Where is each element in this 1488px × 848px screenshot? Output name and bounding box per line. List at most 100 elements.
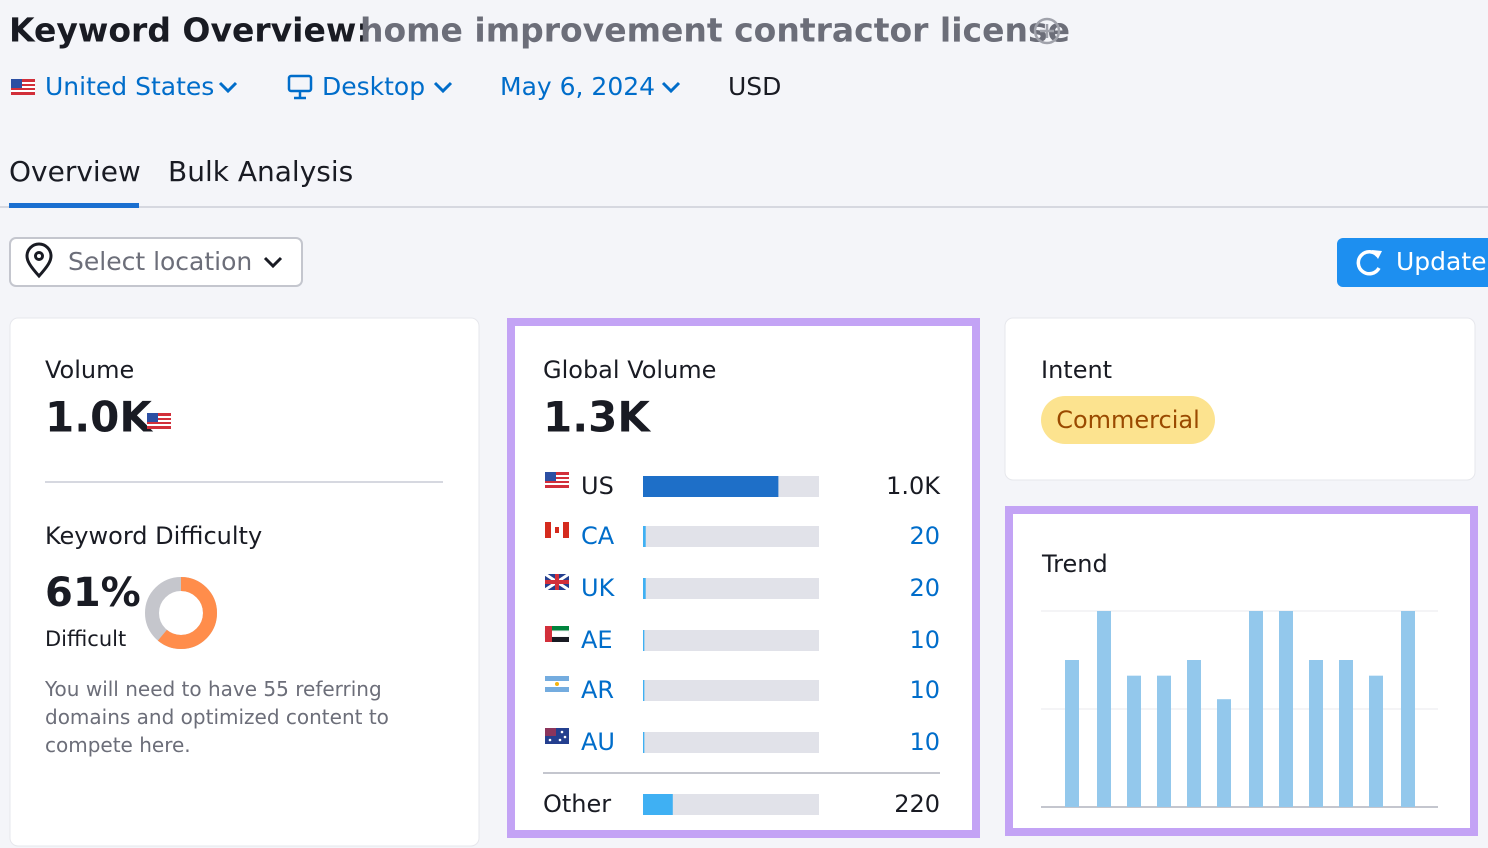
intent-badge <box>1041 396 1215 444</box>
flag-part <box>545 626 569 631</box>
trend-bar <box>1065 660 1079 807</box>
pin-icon <box>25 242 53 279</box>
trend-title: Trend <box>1041 550 1108 578</box>
intent-label: Intent <box>1041 356 1112 384</box>
bar-track <box>643 526 819 547</box>
trend-bar <box>1401 611 1415 807</box>
chevron <box>433 81 453 94</box>
flag-part <box>545 580 569 584</box>
tab-underline <box>9 203 139 208</box>
flag-part <box>548 738 552 742</box>
kd-label: Keyword Difficulty <box>45 522 262 550</box>
value-label: 20 <box>909 574 940 602</box>
country-flag <box>11 79 35 95</box>
volume-value: 1.0K <box>45 393 153 442</box>
refresh-icon <box>1372 250 1382 259</box>
trend-bar <box>1187 660 1201 807</box>
flag <box>545 728 569 744</box>
value-label: 10 <box>909 626 940 654</box>
value-label: 1.0K <box>886 472 941 500</box>
flag <box>544 572 570 592</box>
donut-value <box>145 577 217 649</box>
card-highlighted <box>1005 506 1478 836</box>
flag-part <box>545 687 569 692</box>
flag-part <box>545 676 569 681</box>
trend-bar <box>1309 660 1323 807</box>
bar-track <box>643 794 819 815</box>
flag-part <box>555 527 559 533</box>
trend-bar <box>1249 611 1263 807</box>
flag-part <box>545 626 552 642</box>
flag-part <box>555 682 559 686</box>
country-code: CA <box>581 522 615 550</box>
chevron <box>661 81 681 94</box>
tab[interactable]: Overview <box>9 155 141 188</box>
value-label: 10 <box>909 676 940 704</box>
flag-part <box>545 479 569 481</box>
bar <box>643 526 646 547</box>
date-selector[interactable]: May 6, 2024 <box>500 72 655 101</box>
value-label: 10 <box>909 728 940 756</box>
trend-bar <box>1339 660 1353 807</box>
bar-track <box>643 630 819 651</box>
desktop-icon <box>287 74 313 100</box>
chevron <box>218 81 238 94</box>
kd-level: Difficult <box>45 627 126 651</box>
flag-part <box>560 730 564 734</box>
flag <box>544 626 570 642</box>
bar <box>643 794 673 815</box>
flag-part <box>545 475 569 477</box>
tab-separator <box>0 206 1488 208</box>
flag-part <box>545 522 551 538</box>
kd-value: 61% <box>45 570 141 616</box>
flag <box>545 522 569 538</box>
kd-note: You will need to have 55 referring domain… <box>44 677 389 757</box>
trend-bar <box>1127 675 1141 807</box>
bar <box>643 630 645 651</box>
flag <box>545 676 569 692</box>
update-button[interactable] <box>1337 238 1488 287</box>
divider <box>543 772 940 774</box>
country-selector[interactable]: United States <box>45 72 214 101</box>
value-label: 220 <box>894 790 940 818</box>
trend-bar <box>1279 611 1293 807</box>
bar-track <box>643 578 819 599</box>
bar <box>643 680 645 701</box>
currency: USD <box>728 72 781 101</box>
flag-part <box>545 483 569 485</box>
keyword: home improvement contractor license <box>360 11 1070 50</box>
intent-value: Commercial <box>1056 406 1200 434</box>
bar <box>643 732 645 753</box>
card <box>9 317 480 847</box>
trend-bar <box>1217 699 1231 807</box>
flag-part <box>545 637 569 642</box>
chevron <box>263 256 283 269</box>
bar-track <box>643 680 819 701</box>
flag-part <box>545 472 556 481</box>
flag-part <box>558 738 562 742</box>
country-code: AE <box>581 626 613 654</box>
country-code: AU <box>581 728 615 756</box>
device-selector[interactable]: Desktop <box>322 72 425 101</box>
flag <box>147 413 171 429</box>
global-volume-title: Global Volume <box>543 356 716 384</box>
value-label: 20 <box>909 522 940 550</box>
bar-track <box>643 732 819 753</box>
global-volume-total: 1.3K <box>543 393 651 442</box>
tab[interactable]: Bulk Analysis <box>168 155 353 188</box>
location-select[interactable] <box>9 237 303 287</box>
trend-bar <box>1157 675 1171 807</box>
trend-bar <box>1097 611 1111 807</box>
flag-part <box>563 735 567 739</box>
bar <box>643 578 646 599</box>
refresh-icon <box>1356 250 1381 276</box>
bar <box>643 476 779 497</box>
flag-part <box>563 522 569 538</box>
add-keyword-icon[interactable] <box>1033 17 1061 45</box>
volume-label: Volume <box>45 356 134 384</box>
trend-bar <box>1369 675 1383 807</box>
country-code: UK <box>581 574 616 602</box>
update-label[interactable]: Update <box>1396 247 1487 276</box>
country-code: AR <box>581 676 614 704</box>
